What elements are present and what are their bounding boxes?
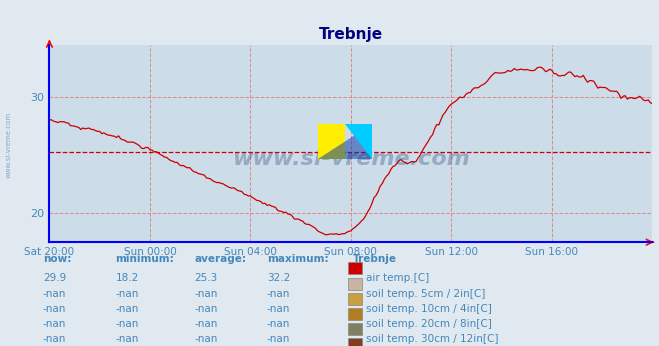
Polygon shape <box>345 124 372 160</box>
Text: -nan: -nan <box>194 289 217 299</box>
Bar <box>348 323 362 335</box>
Text: -nan: -nan <box>115 334 138 344</box>
Bar <box>348 278 362 290</box>
Text: www.si-vreme.com: www.si-vreme.com <box>232 149 470 170</box>
Text: now:: now: <box>43 254 71 264</box>
Text: air temp.[C]: air temp.[C] <box>366 273 430 283</box>
Text: -nan: -nan <box>115 319 138 329</box>
Polygon shape <box>318 124 372 160</box>
Text: -nan: -nan <box>43 319 66 329</box>
Text: -nan: -nan <box>267 319 290 329</box>
Text: www.si-vreme.com: www.si-vreme.com <box>5 112 11 179</box>
Bar <box>348 308 362 320</box>
Title: Trebnje: Trebnje <box>319 27 383 43</box>
Text: -nan: -nan <box>115 289 138 299</box>
Text: 32.2: 32.2 <box>267 273 290 283</box>
Text: 25.3: 25.3 <box>194 273 217 283</box>
Bar <box>348 262 362 274</box>
Text: soil temp. 30cm / 12in[C]: soil temp. 30cm / 12in[C] <box>366 334 499 344</box>
FancyBboxPatch shape <box>318 124 345 160</box>
Bar <box>348 338 362 346</box>
Text: -nan: -nan <box>267 334 290 344</box>
Bar <box>348 293 362 305</box>
Text: -nan: -nan <box>43 289 66 299</box>
Text: -nan: -nan <box>194 304 217 314</box>
Text: soil temp. 10cm / 4in[C]: soil temp. 10cm / 4in[C] <box>366 304 492 314</box>
Text: 18.2: 18.2 <box>115 273 138 283</box>
Text: Trebnje: Trebnje <box>353 254 397 264</box>
Text: -nan: -nan <box>194 334 217 344</box>
Text: average:: average: <box>194 254 246 264</box>
Text: -nan: -nan <box>115 304 138 314</box>
Text: -nan: -nan <box>43 334 66 344</box>
Text: -nan: -nan <box>267 304 290 314</box>
Text: minimum:: minimum: <box>115 254 174 264</box>
Text: soil temp. 5cm / 2in[C]: soil temp. 5cm / 2in[C] <box>366 289 486 299</box>
Text: -nan: -nan <box>194 319 217 329</box>
Text: -nan: -nan <box>43 304 66 314</box>
Text: soil temp. 20cm / 8in[C]: soil temp. 20cm / 8in[C] <box>366 319 492 329</box>
Text: maximum:: maximum: <box>267 254 329 264</box>
Text: 29.9: 29.9 <box>43 273 66 283</box>
Text: -nan: -nan <box>267 289 290 299</box>
